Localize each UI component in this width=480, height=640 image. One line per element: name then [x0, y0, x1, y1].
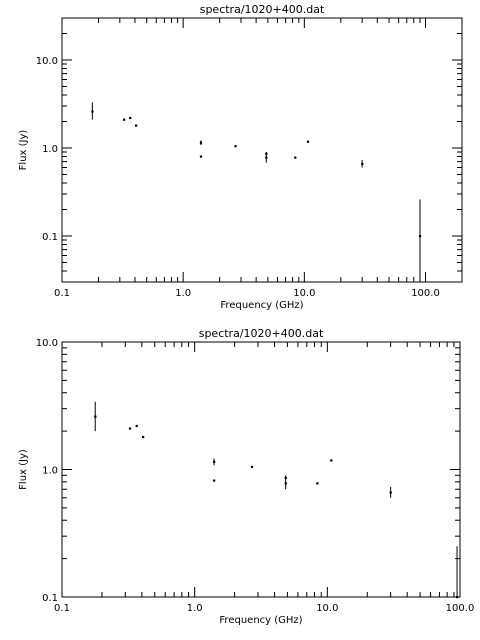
data-point	[142, 435, 145, 439]
x-tick-label: 10.0	[293, 288, 315, 299]
chart-2: spectra/1020+400.dat 0.1 1.0 10.0 100.0 0.1 1.…	[18, 327, 474, 626]
data-point	[284, 482, 287, 485]
data-point	[418, 234, 422, 238]
data-point	[361, 162, 364, 166]
data-point	[94, 415, 97, 418]
y-tick-label: 1.0	[42, 144, 58, 155]
data-point	[213, 479, 216, 482]
x-tick-label: 100.0	[446, 603, 475, 614]
x-tick-label: 1.0	[175, 288, 191, 299]
data-point	[199, 141, 203, 144]
x-tick-label: 10.0	[316, 603, 338, 614]
data-point	[199, 155, 203, 158]
data-point	[316, 482, 319, 485]
y-tick-label: 10.0	[36, 56, 58, 67]
data-point	[213, 460, 216, 463]
data-point	[123, 118, 126, 121]
y-axis-label: Flux (Jy)	[18, 130, 29, 171]
y-tick-label: 10.0	[36, 338, 58, 349]
y-tick-label: 0.1	[42, 232, 58, 243]
data-point	[250, 465, 254, 468]
data-point	[294, 156, 297, 159]
x-axis-label: Frequency (GHz)	[219, 615, 302, 626]
chart-1: spectra/1020+400.dat 0.1 1.0 10.0 100.0 0.1 1.…	[18, 3, 463, 311]
x-tick-label: 100.0	[411, 288, 440, 299]
data-point	[306, 140, 310, 143]
x-tick-label: 1.0	[187, 603, 203, 614]
y-tick-label: 1.0	[42, 466, 58, 477]
data-point	[129, 116, 132, 120]
data-point	[265, 152, 268, 155]
data-point	[265, 156, 268, 159]
x-axis-label: Frequency (GHz)	[220, 300, 303, 311]
data-point	[330, 459, 333, 462]
chart-title: spectra/1020+400.dat	[200, 3, 325, 16]
y-axis-label: Flux (Jy)	[18, 449, 29, 490]
x-tick-label: 0.1	[54, 603, 70, 614]
data-point	[135, 424, 138, 428]
data-point	[91, 110, 94, 113]
data-point	[389, 491, 392, 494]
y-tick-label: 0.1	[42, 593, 58, 604]
data-point	[234, 145, 237, 148]
plot-frame	[61, 17, 463, 283]
plot-frame	[61, 341, 461, 598]
data-point	[128, 427, 132, 430]
chart-title: spectra/1020+400.dat	[199, 327, 324, 340]
data-point	[134, 124, 138, 127]
data-point	[284, 476, 287, 480]
x-tick-label: 0.1	[54, 288, 70, 299]
data-point	[456, 596, 459, 599]
